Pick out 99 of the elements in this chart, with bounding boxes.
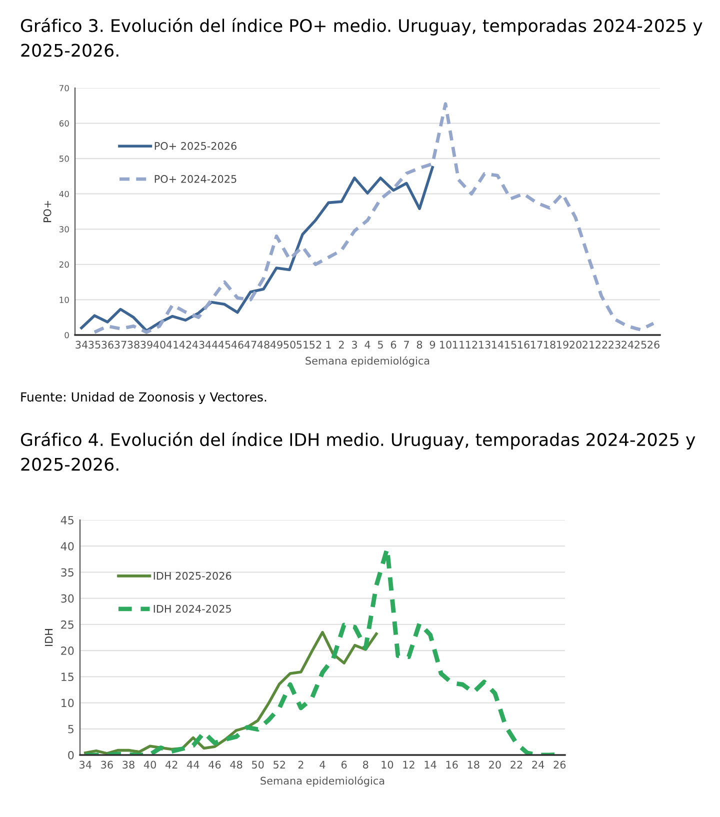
y-tick-label: 40	[60, 542, 74, 550]
x-tick-label: 6	[341, 760, 347, 769]
x-tick-label: 51	[296, 340, 308, 349]
x-tick-label: 46	[231, 340, 244, 349]
legend-label: PO+ 2024-2025	[154, 175, 236, 183]
x-tick-label: 44	[187, 760, 200, 768]
x-tick-label: 20	[570, 340, 582, 349]
legend-label: IDH 2024-2025	[154, 604, 231, 613]
legend-label: IDH 2025-2026	[154, 572, 232, 580]
x-tick-label: 40	[153, 340, 166, 349]
x-tick-label: 19	[557, 340, 568, 349]
x-axis-title: Semana epidemiológica	[260, 776, 384, 787]
x-tick-label: 34	[76, 340, 88, 349]
x-tick-label: 13	[479, 340, 490, 349]
legend-label: PO+ 2025-2026	[154, 142, 236, 150]
x-tick-label: 12	[466, 340, 478, 348]
x-tick-label: 11	[453, 340, 464, 348]
x-tick-label: 16	[446, 760, 458, 769]
x-tick-label: 44	[205, 340, 218, 348]
x-tick-label: 4	[364, 340, 370, 348]
x-tick-label: 38	[128, 340, 140, 349]
y-tick-label: 20	[59, 261, 69, 268]
x-tick-label: 25	[634, 340, 646, 349]
x-tick-label: 40	[144, 760, 156, 769]
x-tick-label: 16	[518, 340, 530, 349]
x-tick-label: 2	[338, 340, 344, 348]
x-tick-label: 42	[165, 760, 178, 768]
y-tick-label: 70	[60, 84, 69, 92]
x-tick-label: 6	[390, 340, 396, 349]
x-tick-label: 46	[208, 760, 221, 769]
y-tick-label: 50	[59, 156, 69, 162]
x-tick-label: 50	[284, 340, 296, 349]
y-tick-label: 30	[59, 226, 69, 232]
y-tick-label: 35	[61, 568, 74, 577]
x-tick-label: 15	[505, 340, 516, 349]
y-tick-label: 0	[68, 750, 74, 760]
x-tick-label: 37	[114, 340, 126, 349]
x-tick-label: 34	[80, 760, 92, 769]
x-tick-label: 20	[489, 760, 501, 769]
x-tick-label: 52	[310, 340, 322, 349]
line-series	[92, 102, 656, 334]
line-series	[80, 166, 434, 332]
y-tick-label: 45	[60, 516, 74, 524]
x-axis-title: Semana epidemiológica	[306, 356, 430, 367]
x-tick-label: 47	[244, 340, 256, 348]
x-tick-label: 26	[554, 760, 566, 769]
y-tick-label: 10	[60, 296, 69, 303]
y-tick-label: 20	[61, 646, 74, 655]
x-tick-label: 43	[192, 340, 204, 349]
chart-title: Gráfico 3. Evolución del índice PO+ medio. Uruguay, temporadas 2024-2025 y 2025-2026.	[20, 18, 702, 57]
x-tick-label: 48	[257, 340, 270, 349]
y-tick-label: 40	[59, 190, 69, 198]
x-tick-label: 12	[403, 760, 414, 768]
x-tick-label: 24	[622, 340, 634, 348]
x-tick-label: 36	[102, 340, 114, 349]
x-tick-label: 49	[270, 340, 282, 349]
y-tick-label: 30	[61, 594, 74, 603]
x-tick-label: 50	[252, 760, 264, 769]
y-tick-label: 60	[59, 120, 69, 127]
x-tick-label: 17	[531, 340, 542, 348]
x-tick-label: 18	[468, 760, 480, 769]
x-tick-label: 42	[179, 340, 192, 348]
y-tick-label: 10	[62, 698, 74, 708]
chart-title: Gráfico 4. Evolución del índice IDH medio. Uruguay, temporadas 2024-2025 y 2025-2026.	[20, 432, 696, 471]
x-tick-label: 23	[608, 340, 620, 349]
x-tick-label: 10	[382, 760, 394, 769]
x-tick-label: 39	[140, 340, 152, 349]
x-tick-label: 21	[582, 340, 594, 348]
x-tick-label: 45	[218, 340, 230, 349]
x-tick-label: 8	[416, 340, 422, 349]
x-tick-label: 4	[320, 760, 326, 768]
y-tick-label: 25	[61, 620, 74, 629]
x-tick-label: 18	[544, 340, 556, 349]
y-tick-label: 5	[68, 725, 74, 734]
x-tick-label: 35	[88, 340, 100, 349]
x-tick-label: 22	[596, 340, 608, 348]
y-axis-title: IDH	[44, 629, 53, 646]
x-tick-label: 9	[430, 340, 436, 349]
x-tick-label: 48	[230, 760, 242, 769]
x-tick-label: 1	[326, 340, 331, 348]
x-tick-label: 14	[424, 760, 436, 768]
x-tick-label: 14	[492, 340, 504, 348]
x-tick-label: 5	[378, 340, 383, 349]
x-tick-label: 24	[532, 760, 544, 768]
x-tick-label: 8	[363, 760, 368, 769]
x-tick-label: 22	[510, 760, 522, 768]
x-tick-label: 7	[404, 340, 409, 348]
x-tick-label: 26	[648, 340, 660, 349]
x-tick-label: 41	[166, 340, 178, 348]
x-tick-label: 38	[122, 760, 134, 769]
x-tick-label: 3	[352, 340, 357, 349]
x-tick-label: 52	[274, 760, 285, 769]
x-tick-label: 36	[101, 760, 113, 769]
x-tick-label: 2	[298, 760, 304, 768]
y-tick-label: 15	[62, 672, 74, 682]
y-axis-title: PO+	[43, 201, 52, 222]
source-note: Fuente: Unidad de Zoonosis y Vectores.	[21, 392, 266, 404]
x-tick-label: 10	[440, 340, 452, 349]
y-tick-label: 0	[64, 332, 69, 338]
